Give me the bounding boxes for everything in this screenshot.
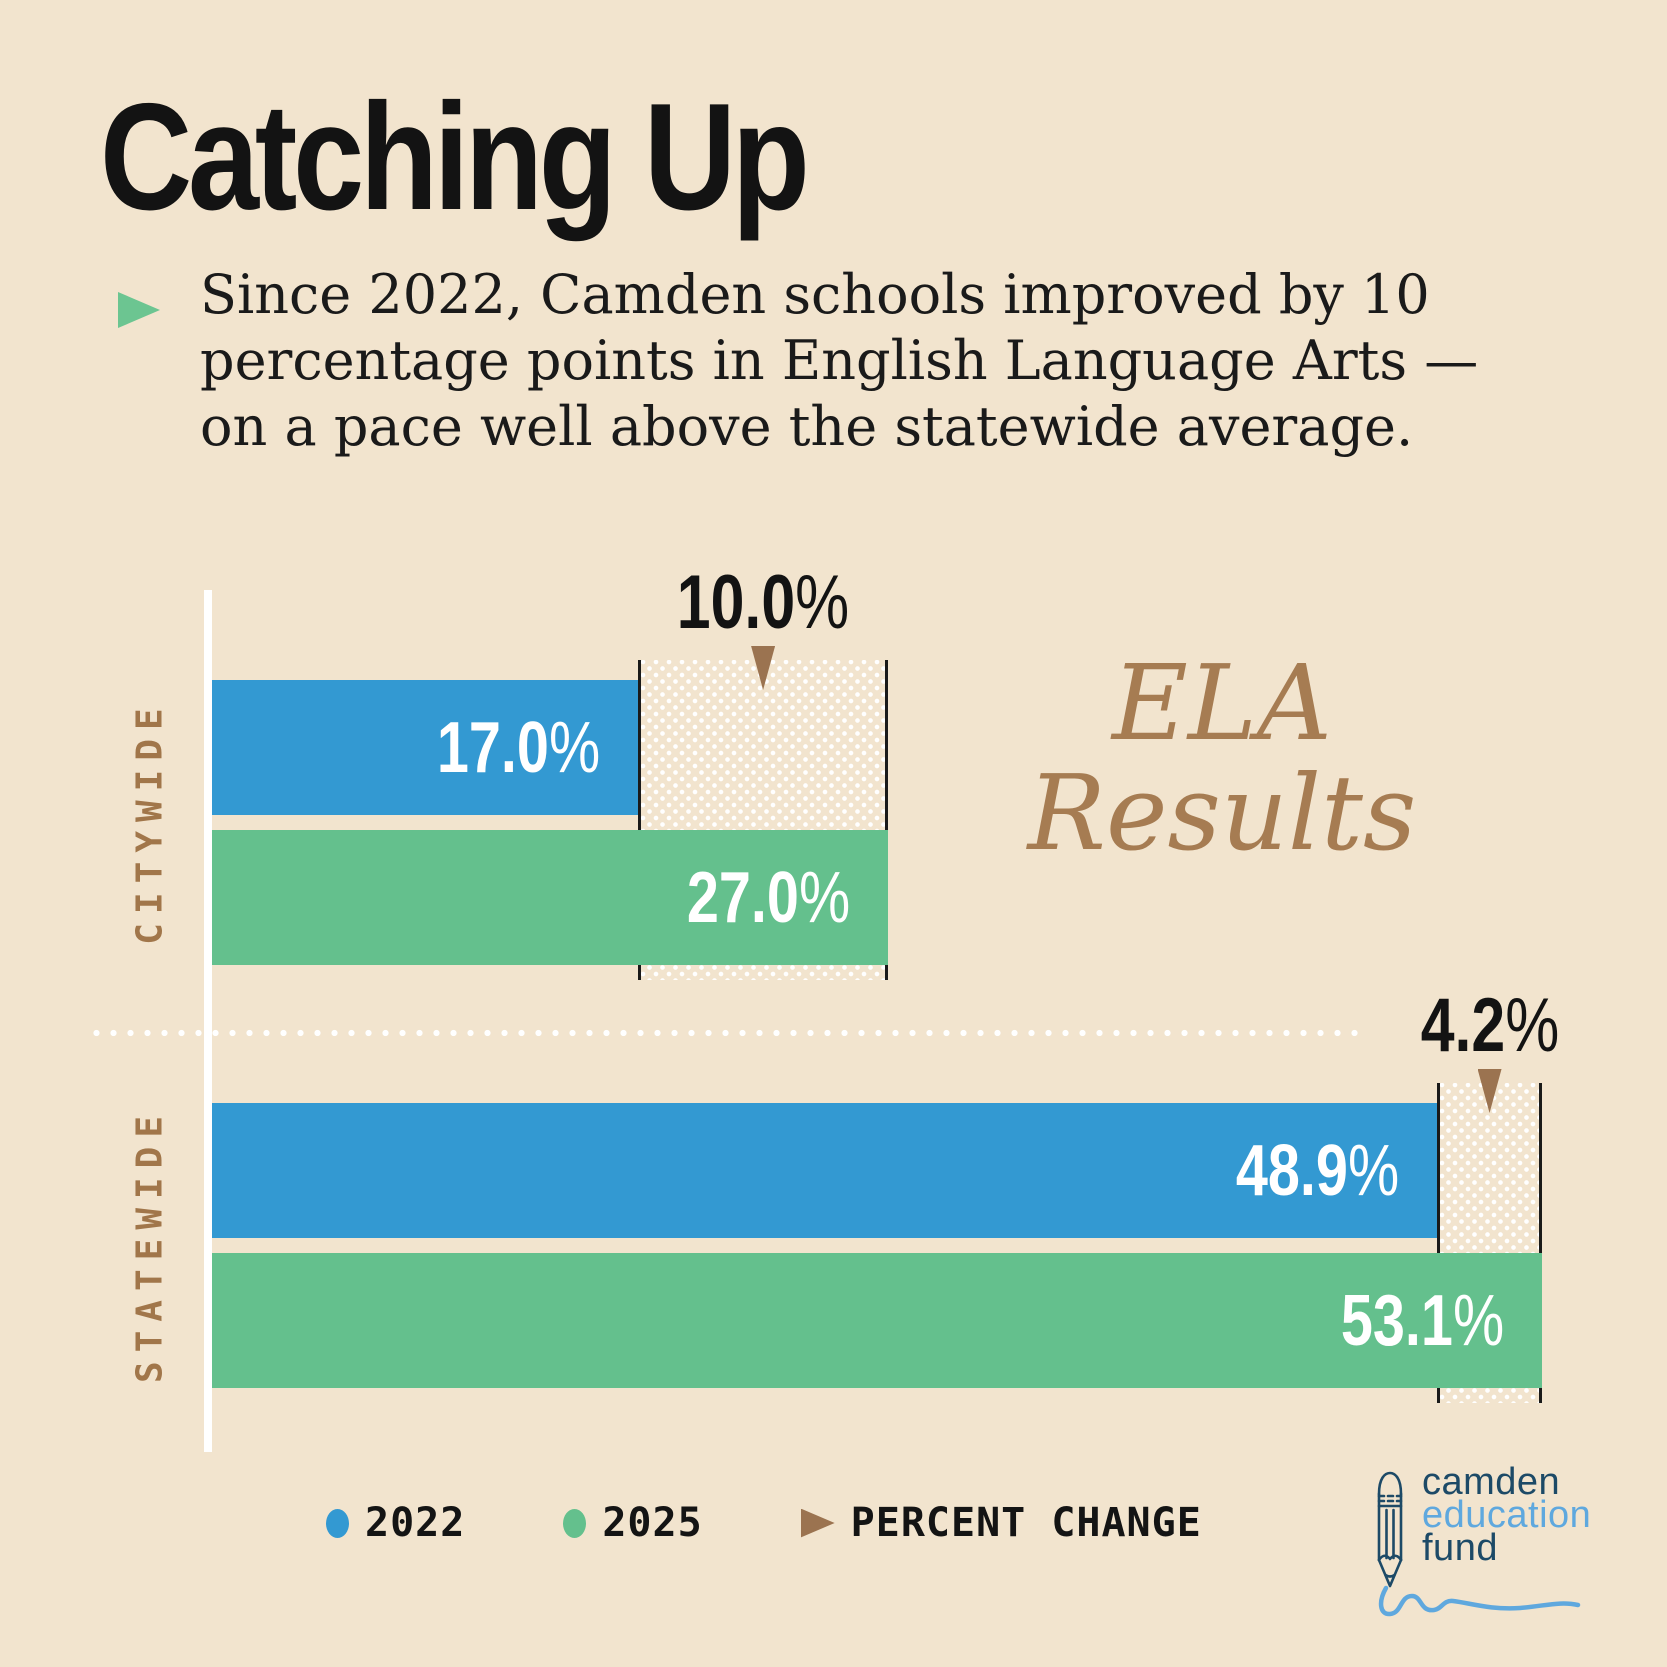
chart-title-line-1: ELA xyxy=(1111,642,1333,764)
bar-citywide-2025: 27.0% xyxy=(212,830,889,965)
camden-education-fund-logo: camden education fund xyxy=(1372,1462,1632,1632)
bar-value-citywide-2022: 17.0% xyxy=(436,707,600,788)
legend-item-2025: 2025 xyxy=(563,1500,702,1546)
pencil-icon xyxy=(1377,1471,1581,1617)
subtitle-line-2: percentage points in English Language Ar… xyxy=(200,329,1479,392)
chart-title-line-2: Results xyxy=(1027,752,1417,874)
bar-value-statewide-2025: 53.1% xyxy=(1340,1280,1505,1361)
bar-statewide-2025: 53.1% xyxy=(212,1253,1543,1388)
bar-value-citywide-2025: 27.0% xyxy=(687,857,851,938)
logo-line-camden: camden xyxy=(1422,1461,1561,1503)
bar-value-statewide-2022: 48.9% xyxy=(1235,1130,1399,1211)
legend-dot-2022 xyxy=(326,1508,349,1538)
legend-label-percent-change: PERCENT CHANGE xyxy=(850,1500,1202,1546)
legend: 2022 2025 PERCENT CHANGE xyxy=(326,1500,1202,1546)
chart-title: ELA Results xyxy=(1028,648,1417,868)
group-divider-dotted-line xyxy=(88,1029,1358,1037)
bar-citywide-2022: 17.0% xyxy=(212,680,638,815)
subtitle: Since 2022, Camden schools improved by 1… xyxy=(200,262,1530,460)
logo-text: camden education fund xyxy=(1422,1461,1592,1569)
percent-change-label-statewide: 4.2% xyxy=(1420,983,1559,1068)
legend-dot-2025 xyxy=(563,1508,587,1538)
percent-change-arrow-icon xyxy=(800,1508,835,1538)
legend-label-2022: 2022 xyxy=(365,1500,466,1546)
percent-change-label-citywide: 10.0% xyxy=(676,560,850,645)
group-label-statewide: STATEWIDE xyxy=(129,1106,171,1384)
y-axis-line xyxy=(204,590,212,1452)
subtitle-line-1: Since 2022, Camden schools improved by 1… xyxy=(200,263,1430,326)
page-title: Catching Up xyxy=(100,72,810,242)
bar-statewide-2022: 48.9% xyxy=(212,1103,1437,1238)
legend-item-2022: 2022 xyxy=(326,1500,465,1546)
logo-line-fund: fund xyxy=(1422,1527,1498,1569)
group-label-citywide: CITYWIDE xyxy=(129,699,171,945)
logo-line-education: education xyxy=(1422,1494,1592,1536)
legend-item-percent-change: PERCENT CHANGE xyxy=(800,1500,1202,1546)
subtitle-line-3: on a pace well above the statewide avera… xyxy=(200,395,1414,458)
legend-label-2025: 2025 xyxy=(602,1500,703,1546)
